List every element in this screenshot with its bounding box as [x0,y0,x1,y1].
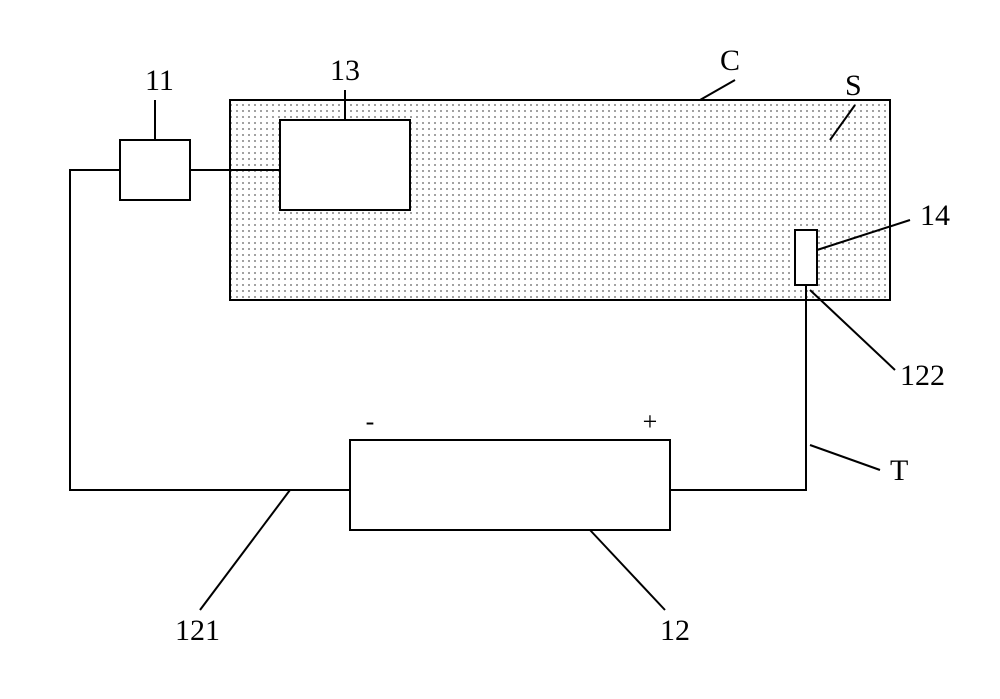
box-b13 [280,120,410,210]
label-LS: S [845,69,862,102]
box-b14 [795,230,817,285]
leader-LC [700,80,735,100]
label-L13: 13 [330,54,360,87]
diagram-canvas: - +11 13 C S 14 122 T 121 12 [0,0,1000,699]
box-b12 [350,440,670,530]
label-L121: 121 [175,614,220,647]
box-b11 [120,140,190,200]
wire-12pos-to-14 [670,285,806,490]
label-L14: 14 [920,199,950,232]
label-L122: 122 [900,359,945,392]
label-LT: T [890,454,908,487]
label-L12: 12 [660,614,690,647]
terminal-minus: - [366,407,375,436]
leader-L121 [200,490,290,610]
label-LC: C [720,44,740,77]
leader-L122 [810,290,895,370]
leader-L12 [590,530,665,610]
terminal-plus: + [643,407,658,436]
label-L11: 11 [145,64,174,97]
leader-LT [810,445,880,470]
